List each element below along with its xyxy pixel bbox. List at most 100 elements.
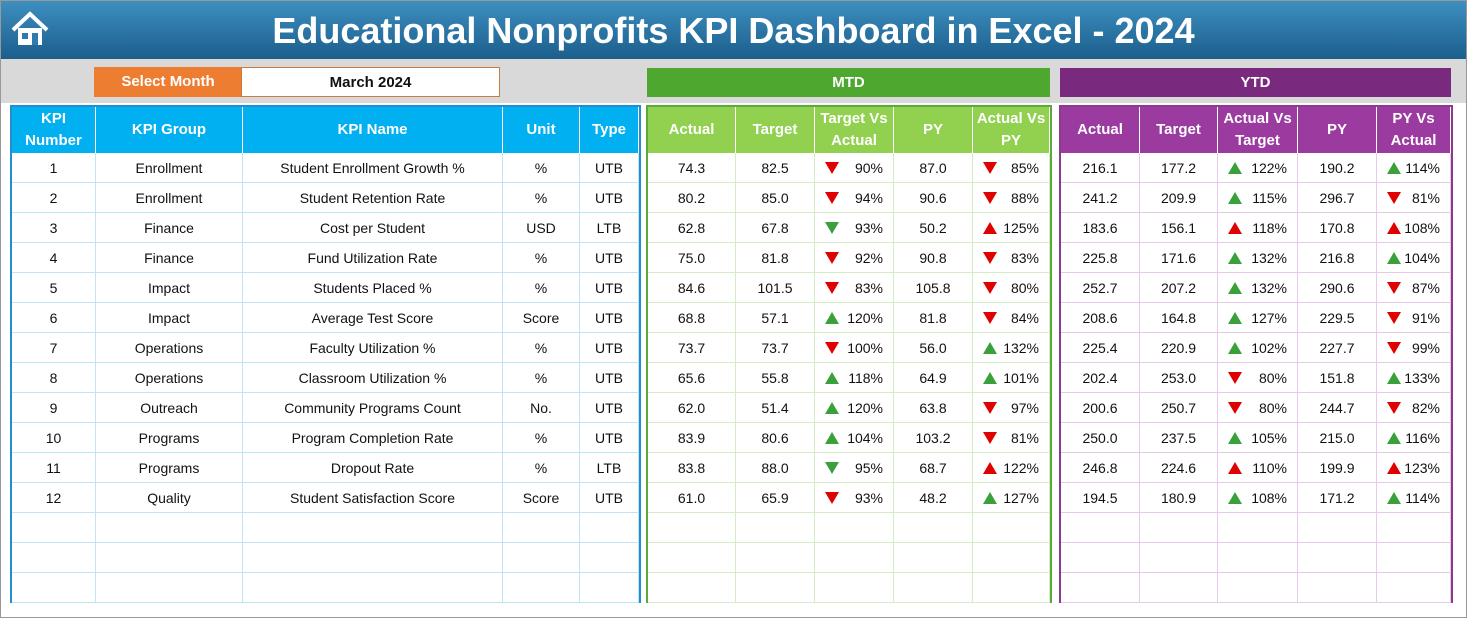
percent-value: 80% [1010, 279, 1039, 296]
table-cell: Programs [96, 423, 243, 453]
empty-cell [580, 543, 639, 573]
status-cell: 97% [973, 393, 1050, 423]
column-header: KPI Group [96, 107, 243, 153]
table-cell: 171.6 [1140, 243, 1218, 273]
status-cell: 102% [1218, 333, 1298, 363]
empty-cell [736, 573, 815, 603]
status-arrow [983, 221, 997, 234]
table-cell: % [503, 183, 580, 213]
status-cell: 132% [1218, 243, 1298, 273]
status-cell: 91% [1377, 303, 1451, 333]
table-cell: 170.8 [1298, 213, 1377, 243]
column-header: Target Vs Actual [815, 107, 894, 153]
status-cell: 132% [973, 333, 1050, 363]
table-cell: Finance [96, 213, 243, 243]
status-cell: 87% [1377, 273, 1451, 303]
empty-cell [815, 573, 894, 603]
percent-value: 110% [1252, 459, 1287, 476]
status-arrow [1228, 401, 1242, 414]
table-cell: Quality [96, 483, 243, 513]
status-cell: 104% [1377, 243, 1451, 273]
empty-cell [1377, 513, 1451, 543]
percent-value: 80% [1258, 399, 1287, 416]
status-arrow [825, 281, 839, 294]
table-cell: 73.7 [736, 333, 815, 363]
percent-value: 115% [1252, 189, 1287, 206]
column-header: Actual [648, 107, 736, 153]
table-cell: 296.7 [1298, 183, 1377, 213]
table-cell: 81.8 [736, 243, 815, 273]
table-cell: 225.4 [1061, 333, 1140, 363]
table-cell: 82.5 [736, 153, 815, 183]
status-cell: 125% [973, 213, 1050, 243]
status-arrow [1387, 491, 1401, 504]
table-cell: Score [503, 303, 580, 333]
table-cell: Program Completion Rate [243, 423, 503, 453]
status-arrow [1387, 461, 1401, 474]
percent-value: 81% [1411, 189, 1440, 206]
status-arrow [1228, 461, 1242, 474]
percent-value: 85% [1010, 159, 1039, 176]
table-cell: UTB [580, 363, 639, 393]
empty-cell [12, 513, 96, 543]
status-cell: 122% [973, 453, 1050, 483]
table-cell: Outreach [96, 393, 243, 423]
month-dropdown[interactable]: March 2024 [241, 67, 500, 97]
column-header: Target [1140, 107, 1218, 153]
table-cell: 237.5 [1140, 423, 1218, 453]
status-cell: 80% [973, 273, 1050, 303]
status-arrow [825, 221, 839, 234]
status-arrow [983, 251, 997, 264]
status-cell: 100% [815, 333, 894, 363]
table-cell: Operations [96, 333, 243, 363]
table-cell: 101.5 [736, 273, 815, 303]
status-cell: 93% [815, 483, 894, 513]
column-header: PY [894, 107, 973, 153]
percent-value: 91% [1411, 309, 1440, 326]
empty-cell [648, 573, 736, 603]
table-cell: 253.0 [1140, 363, 1218, 393]
home-icon[interactable] [9, 9, 51, 49]
status-arrow [1228, 281, 1242, 294]
table-cell: 229.5 [1298, 303, 1377, 333]
table-cell: Fund Utilization Rate [243, 243, 503, 273]
status-cell: 90% [815, 153, 894, 183]
table-cell: 61.0 [648, 483, 736, 513]
percent-value: 120% [847, 309, 883, 326]
empty-cell [1140, 543, 1218, 573]
table-cell: 8 [12, 363, 96, 393]
column-header: Target [736, 107, 815, 153]
empty-cell [894, 573, 973, 603]
table-cell: 73.7 [648, 333, 736, 363]
table-cell: UTB [580, 183, 639, 213]
table-cell: 68.7 [894, 453, 973, 483]
table-cell: 83.8 [648, 453, 736, 483]
status-cell: 81% [973, 423, 1050, 453]
empty-cell [1140, 513, 1218, 543]
status-cell: 83% [973, 243, 1050, 273]
table-cell: 65.9 [736, 483, 815, 513]
status-arrow [983, 461, 997, 474]
empty-cell [1061, 513, 1140, 543]
percent-value: 87% [1411, 279, 1440, 296]
table-cell: 200.6 [1061, 393, 1140, 423]
status-arrow [1387, 311, 1401, 324]
column-header: Type [580, 107, 639, 153]
empty-cell [12, 543, 96, 573]
status-arrow [1387, 371, 1401, 384]
percent-value: 127% [1251, 309, 1287, 326]
status-arrow [983, 161, 997, 174]
table-cell: 156.1 [1140, 213, 1218, 243]
status-arrow [1228, 431, 1242, 444]
table-cell: 10 [12, 423, 96, 453]
status-arrow [1228, 191, 1242, 204]
status-arrow [983, 401, 997, 414]
percent-value: 101% [1003, 369, 1039, 386]
table-cell: UTB [580, 393, 639, 423]
column-header: KPI Number [12, 107, 96, 153]
table-cell: 225.8 [1061, 243, 1140, 273]
table-cell: 64.9 [894, 363, 973, 393]
mtd-table: Actual Target Target Vs Actual PY Actual Vs … [646, 105, 1052, 603]
status-arrow [983, 491, 997, 504]
percent-value: 132% [1251, 279, 1287, 296]
